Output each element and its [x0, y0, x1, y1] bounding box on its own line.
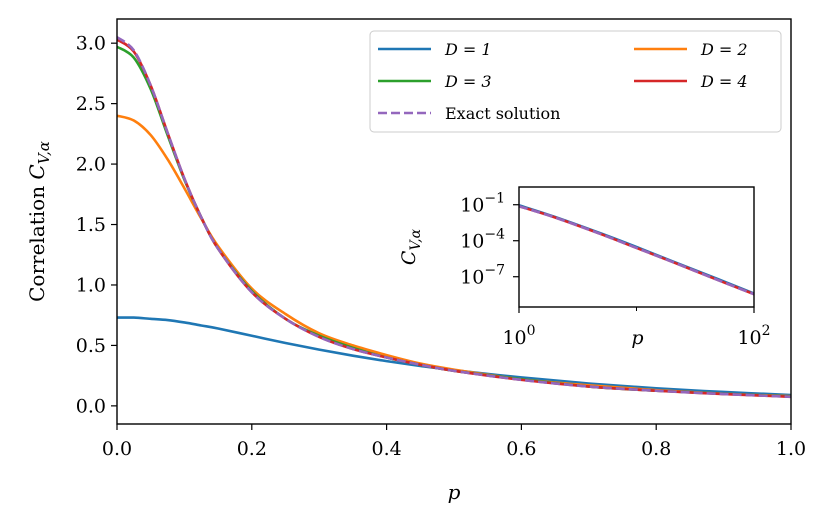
inset-series-line-exact-solution — [519, 204, 754, 296]
x-axis-label: p — [448, 480, 461, 504]
main-lines — [117, 36, 791, 399]
legend-box — [369, 30, 782, 133]
legend-label-d-3: D = 3 — [444, 72, 492, 91]
legend-label-exact-solution: Exact solution — [445, 104, 560, 123]
inset-x-tick-label: 102 — [737, 323, 770, 349]
x-tick-label: 0.0 — [102, 438, 132, 460]
inset-y-tick-label: 10−4 — [460, 227, 505, 253]
inset-lines — [519, 204, 754, 296]
y-tick-label: 2.5 — [76, 93, 106, 115]
x-tick-label: 0.6 — [506, 438, 536, 460]
y-tick-label: 3.0 — [76, 33, 106, 55]
inset-x-axis-label: p — [631, 327, 643, 349]
inset-y-tick-label: 10−7 — [460, 263, 505, 289]
legend-label-d-4: D = 4 — [700, 72, 748, 91]
legend-label-d-2: D = 2 — [700, 40, 748, 59]
y-tick-label: 0.0 — [76, 395, 106, 417]
y-tick-label: 2.0 — [76, 154, 106, 176]
x-tick-label: 0.2 — [237, 438, 267, 460]
main-plot-frame — [116, 18, 792, 425]
legend-label-d-1: D = 1 — [444, 40, 492, 59]
x-tick-label: 0.8 — [641, 438, 671, 460]
y-tick-label: 0.5 — [76, 335, 106, 357]
inset-y-tick-label: 10−1 — [460, 191, 505, 217]
y-tick-label: 1.5 — [76, 214, 106, 236]
inset-y-axis-label: CV,α — [398, 228, 424, 265]
x-tick-label: 1.0 — [776, 438, 806, 460]
y-tick-label: 1.0 — [76, 274, 106, 296]
legend: D = 1 D = 2 D = 3 D = 4 Exact solution — [369, 30, 782, 133]
inset-x-tick-label: 100 — [502, 323, 535, 349]
x-tick-label: 0.4 — [371, 438, 401, 460]
series-line-d-1 — [117, 316, 791, 397]
series-line-exact-solution — [117, 36, 791, 399]
y-axis-label: Correlation CV,α — [25, 141, 53, 302]
